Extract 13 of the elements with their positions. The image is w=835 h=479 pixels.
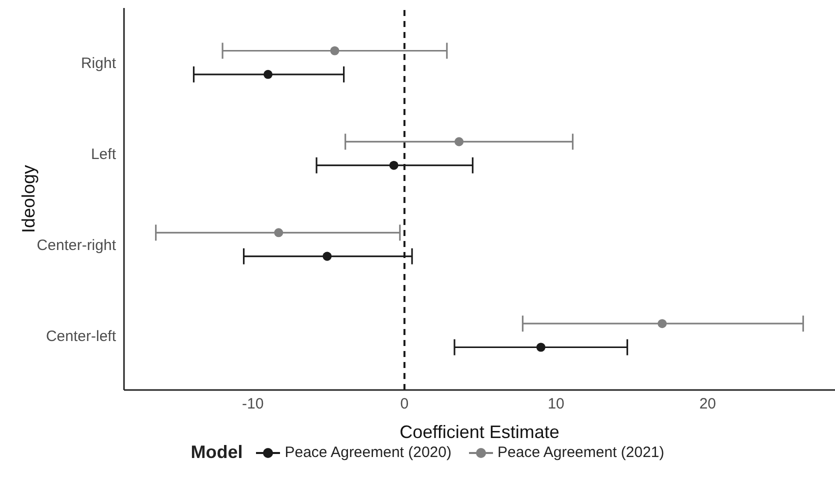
x-tick-label: 20: [699, 396, 716, 413]
legend-title: Model: [190, 442, 243, 463]
x-axis-title: Coefficient Estimate: [400, 422, 560, 442]
y-axis-title: Ideology: [18, 164, 38, 234]
legend-label: Peace Agreement (2021): [496, 444, 664, 461]
x-tick-label: 0: [400, 396, 409, 413]
y-tick-label: Right: [80, 54, 117, 72]
y-tick-label: Center-left: [46, 328, 117, 345]
y-tick-label: Left: [90, 146, 117, 163]
legend-label: Peace Agreement (2020): [284, 444, 452, 461]
x-tick-label: 10: [548, 396, 564, 413]
x-tick-label: -10: [242, 396, 264, 413]
y-tick-label: Center-right: [36, 236, 117, 254]
